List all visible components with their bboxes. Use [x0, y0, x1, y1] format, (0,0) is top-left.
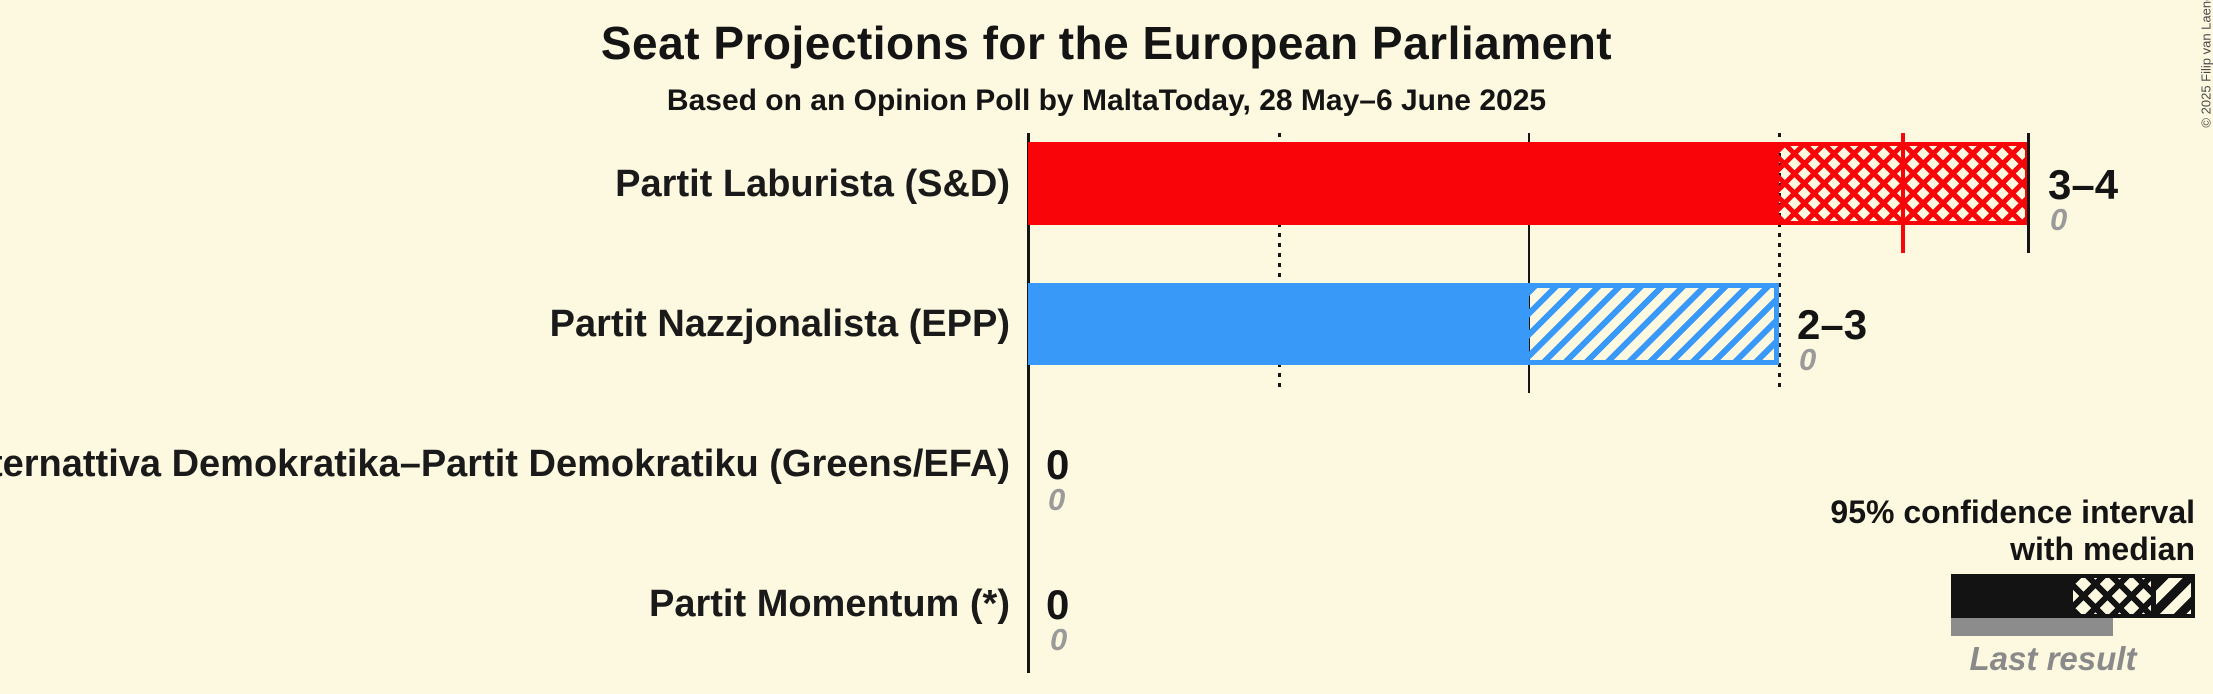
row-label-partit-momentum: Partit Momentum (*) [649, 583, 1010, 625]
last-result-partit-nazzjonalista: 0 [1799, 342, 1817, 377]
legend-diagonal-segment [2151, 578, 2191, 614]
gridline-1-seat-dotted [1278, 133, 1281, 393]
legend-confidence-interval-label: 95% confidence interval with median [1830, 494, 2195, 568]
upper-bound-line-4-seats [2027, 133, 2030, 253]
value-label-partit-laburista: 3–4 [2048, 161, 2119, 208]
last-result-partit-momentum: 0 [1050, 622, 1068, 657]
legend-last-result-label: Last result [1969, 640, 2137, 677]
median-line-partit-laburista [1901, 133, 1905, 253]
bar-partit-laburista-solid [1028, 142, 1779, 225]
row-label-partit-laburista: Partit Laburista (S&D) [615, 163, 1010, 205]
axis-line-0-seats [1027, 133, 1030, 673]
row-label-partit-nazzjonalista: Partit Nazzjonalista (EPP) [549, 303, 1010, 345]
legend-crosshatch-segment [2073, 578, 2151, 614]
chart-subtitle: Based on an Opinion Poll by MaltaToday, … [666, 84, 1547, 117]
legend-text-line1: 95% confidence interval [1830, 494, 2195, 530]
legend-confidence-interval-swatch [1951, 574, 2195, 618]
value-label-alternattiva-demokratika: 0 [1046, 441, 1070, 488]
bar-partit-nazzjonalista-confidence-hatch [1529, 283, 1779, 365]
value-label-partit-momentum: 0 [1046, 581, 1070, 628]
legend-text-line2: with median [2010, 531, 2195, 567]
gridline-3-seats-dotted [1778, 133, 1781, 393]
legend-solid-segment [1955, 578, 2073, 614]
chart-title: Seat Projections for the European Parlia… [600, 17, 1613, 69]
bar-partit-nazzjonalista-solid [1028, 283, 1529, 365]
last-result-partit-laburista: 0 [2050, 202, 2068, 237]
value-label-partit-nazzjonalista: 2–3 [1797, 301, 1868, 348]
last-result-alternattiva-demokratika: 0 [1048, 482, 1066, 517]
gridline-2-seats-solid [1528, 133, 1530, 393]
legend-last-result-swatch [1951, 618, 2113, 636]
row-label-alternattiva-demokratika: Alternattiva Demokratika–Partit Demokrat… [0, 443, 1010, 485]
